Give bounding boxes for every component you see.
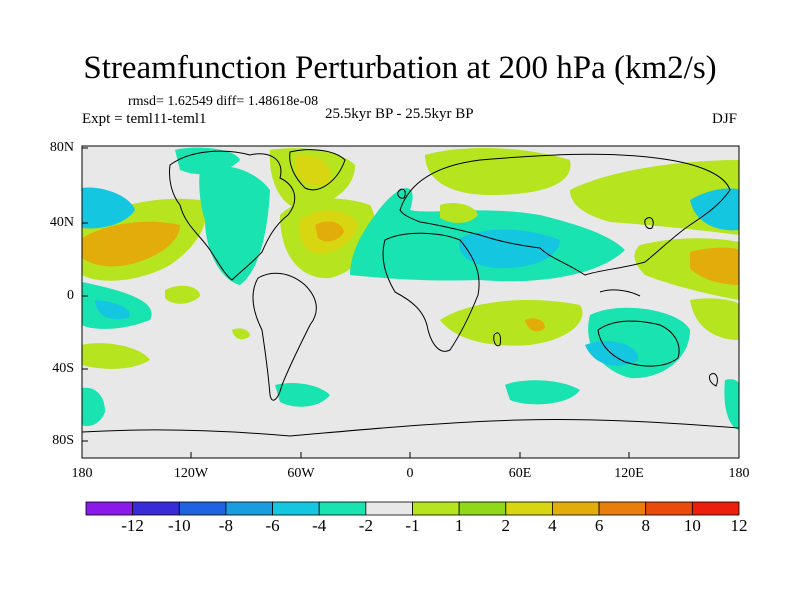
lat-label-0: 0 xyxy=(67,288,74,303)
lon-label-120e: 120E xyxy=(614,466,644,481)
contour-positive-tropical-east xyxy=(690,298,739,340)
coastline-africa xyxy=(382,232,480,352)
lon-label-60w: 60W xyxy=(287,466,315,481)
colorbar-swatch xyxy=(318,501,367,516)
colorbar-swatch xyxy=(178,501,227,516)
coastline-madagascar xyxy=(493,332,501,347)
lon-label-60e: 60E xyxy=(508,466,532,481)
colorbar-swatch xyxy=(132,501,180,516)
coastline-greenland xyxy=(289,149,346,191)
experiment-text: Expt = teml11-teml1 xyxy=(82,111,207,127)
coastline-uk xyxy=(397,188,406,199)
colorbar-label: 1 xyxy=(454,516,464,535)
lat-label-40s: 40S xyxy=(52,361,74,376)
colorbar-label: -6 xyxy=(265,516,280,535)
coastline-indonesia xyxy=(599,289,641,297)
coastline-australia xyxy=(597,320,680,367)
lon-label-0: 0 xyxy=(406,466,414,481)
colorbar-label: 10 xyxy=(683,516,701,535)
stats-text: rmsd= 1.62549 diff= 1.48618e-08 xyxy=(128,94,319,109)
colorbar-swatch xyxy=(272,501,320,516)
lon-label-180e: 180 xyxy=(728,466,750,481)
coastline-new-zealand xyxy=(709,372,718,387)
contour-positive-indian-core xyxy=(525,318,545,332)
contour-negative-south-america xyxy=(275,383,330,407)
contour-field xyxy=(82,147,739,437)
colorbar-label: -12 xyxy=(121,516,144,535)
colorbar-swatch xyxy=(598,501,647,516)
colorbar-swatch xyxy=(458,501,507,516)
lat-label-80s: 80S xyxy=(52,433,74,448)
colorbar-swatch xyxy=(691,501,740,516)
coastline-antarctica xyxy=(82,418,739,437)
coastline-eurasia xyxy=(399,153,731,276)
contour-positive-south-pacific-small xyxy=(165,285,200,304)
contour-negative-nw-pacific xyxy=(82,187,135,229)
coastline-north-america xyxy=(169,150,296,281)
lon-label-120w: 120W xyxy=(173,466,209,481)
colorbar-swatch xyxy=(225,501,273,516)
contour-negative-se-pacific-east xyxy=(724,379,739,430)
contour-positive-npacific-core xyxy=(82,221,180,267)
lon-label-180w: 180 xyxy=(71,466,93,481)
coastlines xyxy=(82,149,739,437)
colorbar-label: -4 xyxy=(312,516,327,535)
period-text: 25.5kyr BP - 25.5kyr BP xyxy=(325,106,474,122)
colorbar-label: 8 xyxy=(641,516,650,535)
colorbar xyxy=(85,501,740,516)
contour-positive-subtropical-core xyxy=(690,247,739,285)
colorbar-swatch xyxy=(412,501,460,516)
contour-negative-central-pacific-core xyxy=(95,300,130,320)
contour-positive-atlantic-peak xyxy=(315,221,344,242)
contour-negative-se-pacific xyxy=(82,387,105,427)
colorbar-swatch xyxy=(552,501,600,516)
contour-positive-europe xyxy=(440,203,478,223)
axis-ticks xyxy=(81,147,740,458)
coastline-japan xyxy=(644,217,654,229)
contour-positive-indian xyxy=(440,300,583,346)
season-text: DJF xyxy=(712,111,738,127)
contour-negative-south-atlantic xyxy=(505,380,580,405)
colorbar-swatch xyxy=(505,501,553,516)
figure-title: Streamfunction Perturbation at 200 hPa (… xyxy=(83,50,717,86)
colorbar-label: -1 xyxy=(405,516,420,535)
colorbar-label: 6 xyxy=(594,516,604,535)
contour-positive-wpacific xyxy=(570,160,739,235)
colorbar-label: -10 xyxy=(167,516,191,535)
colorbar-swatch xyxy=(85,501,134,516)
colorbar-label: -8 xyxy=(218,516,233,535)
lat-label-80n: 80N xyxy=(49,140,74,155)
contour-positive-neurasia xyxy=(425,148,571,195)
contour-negative-mideast xyxy=(459,229,560,269)
colorbar-label: 2 xyxy=(501,516,511,535)
contour-negative-wnam xyxy=(199,166,270,285)
contour-positive-nam-core xyxy=(295,154,331,186)
contour-positive-sinline xyxy=(82,343,150,369)
colorbar-label: -2 xyxy=(358,516,373,535)
colorbar-swatch xyxy=(365,501,413,516)
lat-label-40n: 40N xyxy=(49,215,74,230)
contour-positive-east-pacific-small xyxy=(232,328,250,340)
colorbar-swatch xyxy=(645,501,693,516)
contour-negative-alaska xyxy=(175,147,240,175)
contour-negative-wpacific xyxy=(690,188,739,231)
coastline-south-america xyxy=(252,272,317,401)
colorbar-label: 4 xyxy=(548,516,557,535)
colorbar-label: 12 xyxy=(730,516,748,535)
